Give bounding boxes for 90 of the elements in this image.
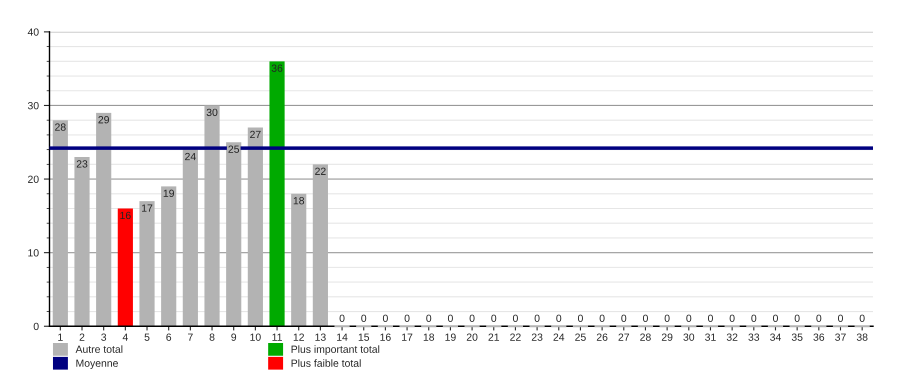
x-tick-label: 4	[122, 334, 128, 341]
x-tick-label: 23	[532, 333, 542, 341]
x-tick-label: 26	[596, 333, 608, 341]
x-tick-label: 10	[250, 333, 261, 341]
bar	[269, 61, 285, 326]
x-tick-label: 9	[231, 333, 236, 341]
bar	[204, 105, 220, 326]
x-tick-label: 33	[748, 333, 760, 341]
x-tick-label: 35	[792, 333, 803, 341]
data-label: 0	[404, 314, 410, 322]
x-tick-label: 19	[445, 333, 456, 341]
data-label: 24	[185, 152, 196, 160]
y-tick-label: 0	[34, 322, 39, 330]
x-tick-label: 11	[272, 334, 282, 341]
x-tick-label: 2	[80, 333, 84, 341]
data-label: 18	[294, 197, 304, 204]
data-label: 0	[382, 314, 388, 322]
bar	[74, 156, 90, 326]
data-label: 0	[600, 314, 605, 322]
data-label: 0	[816, 314, 822, 322]
data-label: 0	[642, 314, 648, 322]
x-tick-label: 1	[58, 334, 63, 341]
legend-label: Moyenne	[76, 360, 118, 369]
x-tick-label: 22	[510, 333, 521, 341]
x-tick-label: 6	[166, 333, 172, 341]
x-tick-label: 31	[705, 333, 716, 341]
data-label: 0	[556, 314, 562, 322]
x-tick-label: 25	[575, 333, 586, 341]
x-tick-label: 32	[726, 333, 738, 341]
x-tick-label: 8	[210, 333, 214, 341]
x-tick-label: 34	[770, 333, 781, 341]
y-tick-label: 40	[28, 28, 39, 36]
data-label: 0	[491, 314, 496, 322]
x-tick-label: 29	[662, 333, 672, 341]
data-label: 0	[772, 314, 778, 322]
x-tick-label: 14	[337, 334, 348, 341]
y-tick-label: 20	[28, 176, 39, 183]
x-tick-label: 28	[640, 333, 651, 341]
data-label: 19	[164, 190, 174, 198]
data-label: 0	[686, 314, 692, 322]
data-label: 28	[55, 123, 66, 131]
data-label: 23	[76, 160, 88, 168]
x-tick-label: 27	[618, 333, 630, 341]
data-label: 0	[751, 314, 756, 322]
x-tick-label: 5	[144, 334, 150, 341]
data-label: 0	[860, 314, 865, 322]
x-tick-label: 7	[188, 334, 193, 341]
data-label: 0	[448, 314, 453, 322]
x-tick-label: 17	[402, 334, 412, 341]
x-tick-label: 24	[554, 333, 564, 341]
data-label: 0	[470, 314, 475, 322]
legend-label: Plus important total	[292, 345, 380, 355]
bar	[139, 201, 155, 326]
data-label: 0	[361, 314, 366, 322]
x-tick-label: 15	[358, 334, 370, 341]
x-tick-label: 13	[315, 333, 326, 341]
data-label: 22	[315, 168, 326, 175]
y-tick-label: 10	[28, 249, 39, 257]
x-tick-label: 21	[488, 333, 500, 341]
data-label: 0	[794, 314, 800, 322]
data-label: 0	[621, 314, 626, 322]
data-label: 0	[512, 314, 518, 322]
data-label: 17	[142, 204, 152, 212]
data-label: 0	[838, 314, 843, 322]
legend-label: Autre total	[76, 345, 122, 353]
data-label: 0	[426, 314, 432, 322]
x-tick-label: 3	[101, 333, 106, 341]
legend-label: Plus faible total	[292, 359, 361, 367]
data-label: 0	[340, 314, 345, 322]
data-label: 16	[120, 212, 131, 220]
data-label: 0	[664, 314, 670, 322]
data-label: 0	[708, 314, 713, 322]
data-label: 25	[228, 145, 240, 153]
x-tick-label: 18	[424, 333, 434, 341]
x-tick-label: 12	[294, 333, 304, 341]
data-label: 0	[730, 314, 735, 322]
x-tick-label: 38	[856, 333, 868, 341]
x-tick-label: 16	[380, 333, 391, 341]
data-label: 0	[578, 314, 583, 322]
data-label: 36	[272, 64, 282, 72]
data-label: 0	[534, 314, 540, 322]
x-tick-label: 20	[466, 333, 478, 341]
bar	[118, 208, 133, 326]
data-label: 30	[206, 108, 218, 116]
y-tick-label: 30	[28, 102, 39, 110]
data-label: 29	[98, 116, 109, 124]
x-tick-label: 30	[683, 333, 694, 341]
data-label: 27	[250, 130, 261, 138]
x-tick-label: 36	[813, 333, 824, 341]
x-tick-label: 37	[835, 333, 846, 341]
